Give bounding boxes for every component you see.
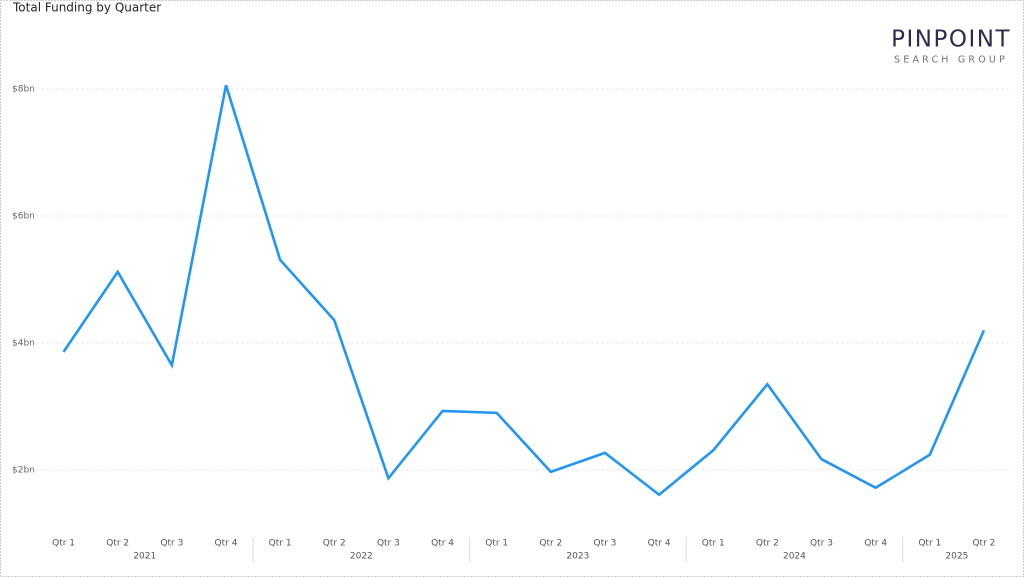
x-tick-label: Qtr 1 [52, 539, 75, 549]
x-tick-label: Qtr 1 [702, 539, 725, 549]
x-tick-label: Qtr 4 [864, 539, 887, 549]
x-tick-label: Qtr 4 [431, 539, 454, 549]
x-group-label: 2025 [945, 552, 968, 562]
x-tick-label: Qtr 3 [594, 539, 617, 549]
x-tick-label: Qtr 2 [539, 539, 562, 549]
x-tick-label: Qtr 3 [377, 539, 400, 549]
x-tick-label: Qtr 2 [756, 539, 779, 549]
logo-tagline: SEARCH GROUP [894, 55, 1008, 66]
x-tick-label: Qtr 4 [648, 539, 671, 549]
x-tick-label: Qtr 2 [972, 539, 995, 549]
y-tick-label: $6bn [12, 212, 35, 222]
x-group-label: 2024 [783, 552, 806, 562]
x-group-label: 2021 [133, 552, 156, 562]
x-tick-label: Qtr 1 [269, 539, 292, 549]
chart-title: Total Funding by Quarter [12, 1, 161, 15]
y-tick-label: $2bn [12, 466, 35, 476]
x-group-label: 2023 [566, 552, 589, 562]
logo-name: PINPOINT [891, 27, 1011, 53]
x-tick-label: Qtr 2 [323, 539, 346, 549]
line-series [62, 84, 986, 497]
x-group-label: 2022 [350, 552, 373, 562]
x-tick-label: Qtr 1 [485, 539, 508, 549]
x-tick-label: Qtr 3 [810, 539, 833, 549]
x-tick-label: Qtr 4 [215, 539, 238, 549]
y-tick-label: $4bn [12, 339, 35, 349]
x-tick-label: Qtr 3 [160, 539, 183, 549]
y-tick-label: $8bn [12, 85, 35, 95]
x-tick-label: Qtr 2 [106, 539, 129, 549]
x-tick-label: Qtr 1 [918, 539, 941, 549]
